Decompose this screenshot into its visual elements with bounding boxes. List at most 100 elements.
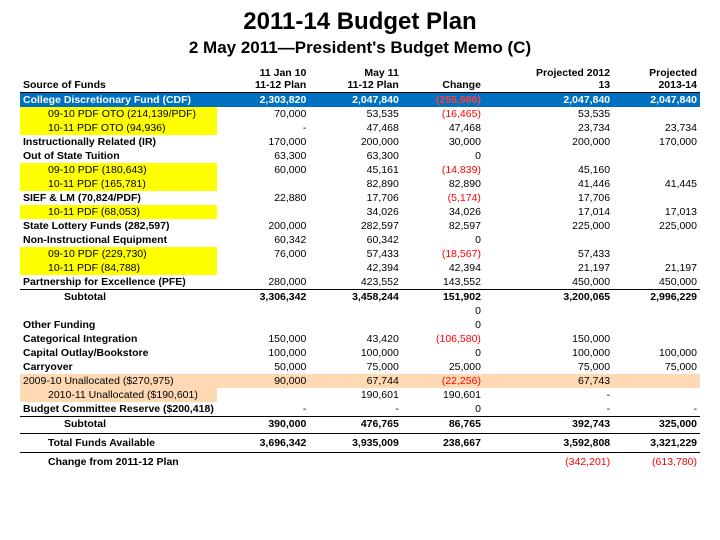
cell: 10-11 PDF (68,053) — [20, 205, 217, 219]
cell: 200,000 — [309, 135, 401, 149]
cell: 23,734 — [484, 121, 613, 135]
cell — [613, 374, 700, 388]
cell — [217, 177, 309, 191]
table-row: Instructionally Related (IR)170,000200,0… — [20, 135, 700, 149]
cell — [613, 304, 700, 318]
cell: 225,000 — [613, 219, 700, 233]
cell — [217, 205, 309, 219]
col-header: Projected2013-14 — [613, 66, 700, 93]
cell: Partnership for Excellence (PFE) — [20, 275, 217, 290]
cell: (613,780) — [613, 455, 700, 469]
table-row: State Lottery Funds (282,597)200,000282,… — [20, 219, 700, 233]
cell: (14,839) — [402, 163, 484, 177]
cell: Out of State Tuition — [20, 149, 217, 163]
table-row: Capital Outlay/Bookstore100,000100,00001… — [20, 346, 700, 360]
cell: 34,026 — [309, 205, 401, 219]
col-header: Source of Funds — [20, 66, 217, 93]
cell: 0 — [402, 346, 484, 360]
cell: 2,047,840 — [484, 93, 613, 108]
cell: 67,743 — [484, 374, 613, 388]
cell: 41,446 — [484, 177, 613, 191]
table-row: 2010-11 Unallocated ($190,601)190,601190… — [20, 388, 700, 402]
cell: 41,445 — [613, 177, 700, 191]
cell: 34,026 — [402, 205, 484, 219]
cell: 09-10 PDF (229,730) — [20, 247, 217, 261]
cell: 282,597 — [309, 219, 401, 233]
cell: 390,000 — [217, 417, 309, 432]
cell: 60,342 — [217, 233, 309, 247]
cell: 22,880 — [217, 191, 309, 205]
table-row: Budget Committee Reserve ($200,418)--0-- — [20, 402, 700, 417]
cell: - — [217, 121, 309, 135]
cell: 17,706 — [309, 191, 401, 205]
page-subtitle: 2 May 2011—President's Budget Memo (C) — [20, 38, 700, 58]
cell: Instructionally Related (IR) — [20, 135, 217, 149]
cell: Total Funds Available — [20, 434, 217, 453]
cell: 75,000 — [309, 360, 401, 374]
cell: Non-Instructional Equipment — [20, 233, 217, 247]
cell: 325,000 — [613, 417, 700, 432]
cell: - — [484, 402, 613, 417]
cell — [613, 191, 700, 205]
cell: - — [309, 402, 401, 417]
cell: 75,000 — [484, 360, 613, 374]
cell: 2009-10 Unallocated ($270,975) — [20, 374, 217, 388]
cell — [309, 304, 401, 318]
table-row: 09-10 PDF (229,730)76,00057,433(18,567)5… — [20, 247, 700, 261]
cell: 17,013 — [613, 205, 700, 219]
cell — [484, 233, 613, 247]
cell: 2,047,840 — [309, 93, 401, 108]
cell: 21,197 — [613, 261, 700, 275]
cell — [613, 233, 700, 247]
table-row: Change from 2011-12 Plan(342,201)(613,78… — [20, 455, 700, 469]
cell: SIEF & LM (70,824/PDF) — [20, 191, 217, 205]
cell: (106,580) — [402, 332, 484, 346]
cell — [613, 149, 700, 163]
cell: 100,000 — [613, 346, 700, 360]
cell: 75,000 — [613, 360, 700, 374]
cell: Subtotal — [20, 417, 217, 432]
cell: 09-10 PDF (180,643) — [20, 163, 217, 177]
cell: 47,468 — [309, 121, 401, 135]
cell: 150,000 — [217, 332, 309, 346]
cell: Budget Committee Reserve ($200,418) — [20, 402, 217, 417]
cell: 3,321,229 — [613, 434, 700, 453]
cell: 3,696,342 — [217, 434, 309, 453]
cell — [613, 388, 700, 402]
cell: 200,000 — [484, 135, 613, 149]
cell: State Lottery Funds (282,597) — [20, 219, 217, 233]
cell: 2,996,229 — [613, 290, 700, 305]
cell: 190,601 — [402, 388, 484, 402]
cell: 3,306,342 — [217, 290, 309, 305]
cell — [217, 455, 309, 469]
cell: 42,394 — [309, 261, 401, 275]
cell: Capital Outlay/Bookstore — [20, 346, 217, 360]
table-row: Categorical Integration150,00043,420(106… — [20, 332, 700, 346]
cell: 100,000 — [309, 346, 401, 360]
cell: 3,592,808 — [484, 434, 613, 453]
cell: 43,420 — [309, 332, 401, 346]
cell: 2,303,820 — [217, 93, 309, 108]
cell — [217, 388, 309, 402]
cell: (22,256) — [402, 374, 484, 388]
cell: 53,535 — [309, 107, 401, 121]
cell: 3,458,244 — [309, 290, 401, 305]
cell: 450,000 — [484, 275, 613, 290]
cell: 450,000 — [613, 275, 700, 290]
cell — [484, 149, 613, 163]
cell — [217, 318, 309, 332]
cell: 82,890 — [402, 177, 484, 191]
table-row: Subtotal390,000476,76586,765392,743325,0… — [20, 417, 700, 432]
cell: 100,000 — [217, 346, 309, 360]
cell: 280,000 — [217, 275, 309, 290]
cell — [484, 304, 613, 318]
cell — [484, 318, 613, 332]
cell: (5,174) — [402, 191, 484, 205]
col-header: 11 Jan 1011-12 Plan — [217, 66, 309, 93]
cell: 190,601 — [309, 388, 401, 402]
cell: 57,433 — [309, 247, 401, 261]
cell: 82,597 — [402, 219, 484, 233]
cell: (342,201) — [484, 455, 613, 469]
cell: 3,200,065 — [484, 290, 613, 305]
cell: 10-11 PDF OTO (94,936) — [20, 121, 217, 135]
